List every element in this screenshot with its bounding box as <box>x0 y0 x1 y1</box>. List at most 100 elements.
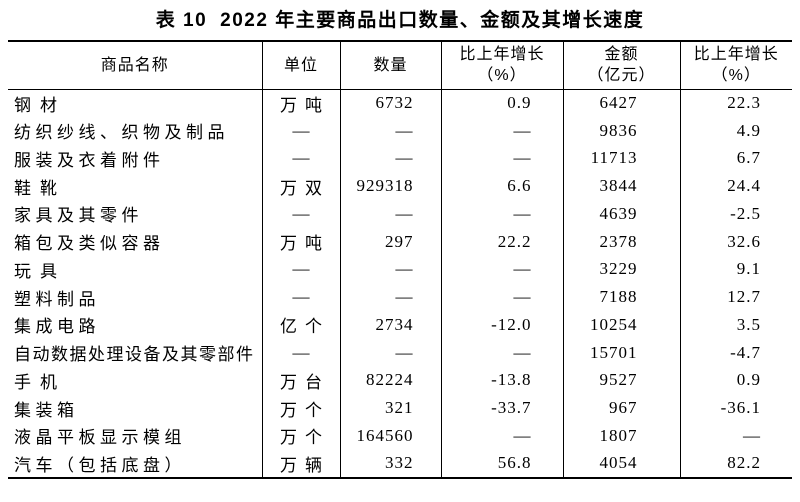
quantity-growth-cell: — <box>440 116 563 145</box>
amount-cell: 2378 <box>562 227 680 256</box>
col-header-commodity-name: 商品名称 <box>8 41 262 90</box>
table-number-label: 表 10 <box>155 10 208 31</box>
unit-cell: 万吨 <box>261 89 340 117</box>
amount-growth-cell: — <box>679 422 792 450</box>
unit-cell: — <box>261 283 340 311</box>
table-title: 表 10 2022 年主要商品出口数量、金额及其增长速度 <box>0 9 800 33</box>
amount-growth-cell: 32.6 <box>679 227 792 256</box>
quantity-cell: — <box>339 144 441 173</box>
quantity-growth-cell: — <box>440 338 563 367</box>
quantity-growth-cell: — <box>440 200 563 228</box>
unit-cell: — <box>261 255 340 284</box>
amount-cell: 4639 <box>562 200 680 228</box>
unit-cell: 万个 <box>261 394 340 422</box>
commodity-name-cell: 塑料制品 <box>14 289 100 309</box>
quantity-growth-cell: -13.8 <box>440 366 563 395</box>
commodity-name-cell: 钢材 <box>14 95 66 115</box>
table-row: 纺织纱线、织物及制品 — — —9836 4.9 <box>8 116 792 145</box>
amount-growth-cell: 24.4 <box>679 172 792 200</box>
commodity-name-cell: 自动数据处理设备及其零部件 <box>14 345 255 365</box>
commodity-name-cell: 汽车（包括底盘） <box>14 455 186 475</box>
amount-cell: 6427 <box>562 89 680 117</box>
amount-cell: 11713 <box>562 144 680 173</box>
table-row: 液晶平板显示模组 万个 164560—1807— <box>8 422 792 450</box>
table-row: 汽车（包括底盘） 万辆 332 56.8 4054 82.2 <box>8 449 792 478</box>
commodity-name-cell: 服装及衣着附件 <box>14 150 165 170</box>
amount-cell: 4054 <box>562 449 680 478</box>
quantity-cell: 332 <box>339 449 441 478</box>
amount-cell: 967 <box>562 394 680 422</box>
quantity-cell: 6732 <box>339 89 441 117</box>
quantity-cell: — <box>339 116 441 145</box>
amount-cell: 1807 <box>562 422 680 450</box>
commodity-name-cell: 集成电路 <box>14 317 100 337</box>
quantity-growth-cell: 56.8 <box>440 449 563 478</box>
commodity-name-cell: 液晶平板显示模组 <box>14 428 186 448</box>
quantity-growth-cell: 6.6 <box>440 172 563 200</box>
quantity-cell: 929318 <box>339 172 441 200</box>
quantity-growth-cell: — <box>440 255 563 284</box>
table-row: 玩具 — — —3229 9.1 <box>8 255 792 284</box>
commodity-name-cell: 家具及其零件 <box>14 206 143 226</box>
amount-growth-cell: -36.1 <box>679 394 792 422</box>
table-row: 手机 万台 82224 -13.8 9527 0.9 <box>8 366 792 395</box>
unit-cell: — <box>261 200 340 228</box>
commodity-name-cell: 鞋靴 <box>14 178 66 198</box>
commodity-name-cell: 纺织纱线、织物及制品 <box>14 123 229 143</box>
amount-growth-cell: -4.7 <box>679 338 792 367</box>
amount-growth-cell: 9.1 <box>679 255 792 284</box>
table-row: 家具及其零件 — — —4639 -2.5 <box>8 200 792 228</box>
table-row: 鞋靴 万双 929318 6.6 3844 24.4 <box>8 172 792 200</box>
unit-cell: — <box>261 338 340 367</box>
table-row: 自动数据处理设备及其零部件 — — —15701 -4.7 <box>8 338 792 367</box>
amount-growth-cell: 12.7 <box>679 283 792 311</box>
quantity-growth-cell: -12.0 <box>440 311 563 339</box>
quantity-growth-cell: 22.2 <box>440 227 563 256</box>
col-header-amount-growth: 比上年增长 （%） <box>679 41 792 90</box>
unit-cell: 万个 <box>261 422 340 450</box>
amount-cell: 10254 <box>562 311 680 339</box>
quantity-growth-cell: 0.9 <box>440 89 563 117</box>
quantity-cell: — <box>339 200 441 228</box>
amount-cell: 7188 <box>562 283 680 311</box>
table-row: 箱包及类似容器 万吨 297 22.2 2378 32.6 <box>8 227 792 256</box>
amount-growth-cell: 4.9 <box>679 116 792 145</box>
quantity-cell: 82224 <box>339 366 441 395</box>
col-header-quantity-growth: 比上年增长 （%） <box>440 41 563 90</box>
unit-cell: 万辆 <box>261 449 340 478</box>
quantity-cell: 321 <box>339 394 441 422</box>
amount-cell: 3844 <box>562 172 680 200</box>
quantity-cell: 164560 <box>339 422 441 450</box>
unit-cell: 万台 <box>261 366 340 395</box>
quantity-growth-cell: -33.7 <box>440 394 563 422</box>
amount-cell: 9527 <box>562 366 680 395</box>
header-row: 商品名称 单位 数量 比上年增长 （%） 金额 （亿元） 比上年增长 <box>8 41 792 90</box>
unit-cell: 万吨 <box>261 227 340 256</box>
amount-growth-cell: 6.7 <box>679 144 792 173</box>
col-header-amount: 金额 （亿元） <box>562 41 680 90</box>
quantity-cell: — <box>339 255 441 284</box>
quantity-cell: 297 <box>339 227 441 256</box>
unit-cell: 万双 <box>261 172 340 200</box>
table-row: 服装及衣着附件 — — —11713 6.7 <box>8 144 792 173</box>
unit-cell: 亿个 <box>261 311 340 339</box>
commodity-name-cell: 手机 <box>14 372 66 392</box>
amount-growth-cell: 82.2 <box>679 449 792 478</box>
table-body: 钢材 万吨 6732 0.9 6427 22.3 纺织纱线、织物及制品 — — —9836 4.9 服… <box>8 89 792 478</box>
quantity-growth-cell: — <box>440 144 563 173</box>
commodity-name-cell: 集装箱 <box>14 400 79 420</box>
commodity-name-cell: 箱包及类似容器 <box>14 234 165 254</box>
amount-cell: 3229 <box>562 255 680 284</box>
quantity-cell: 2734 <box>339 311 441 339</box>
amount-growth-cell: 3.5 <box>679 311 792 339</box>
unit-cell: — <box>261 116 340 145</box>
col-header-unit: 单位 <box>261 41 340 90</box>
table-row: 集装箱 万个 321 -33.7 967 -36.1 <box>8 394 792 422</box>
table-title-text: 2022 年主要商品出口数量、金额及其增长速度 <box>220 10 645 31</box>
amount-growth-cell: 22.3 <box>679 89 792 117</box>
table-row: 钢材 万吨 6732 0.9 6427 22.3 <box>8 89 792 117</box>
amount-growth-cell: -2.5 <box>679 200 792 228</box>
export-commodities-table: 商品名称 单位 数量 比上年增长 （%） 金额 （亿元） 比上年增长 <box>8 40 792 479</box>
table-row: 塑料制品 — — —7188 12.7 <box>8 283 792 311</box>
